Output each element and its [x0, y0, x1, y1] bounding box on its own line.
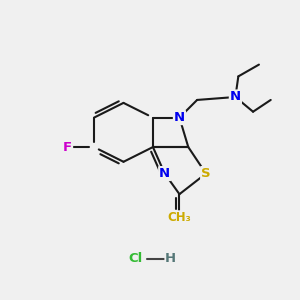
Text: N: N: [159, 167, 170, 180]
Text: S: S: [201, 167, 211, 180]
Text: F: F: [63, 141, 72, 154]
Text: CH₃: CH₃: [168, 211, 191, 224]
Text: H: H: [165, 252, 176, 266]
Text: Cl: Cl: [128, 252, 142, 266]
Text: N: N: [230, 91, 241, 103]
Text: N: N: [174, 111, 185, 124]
